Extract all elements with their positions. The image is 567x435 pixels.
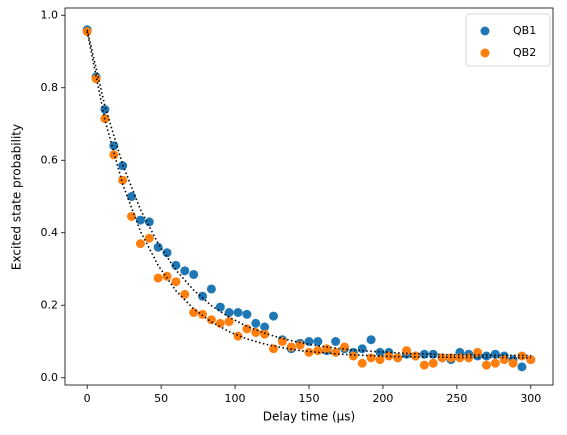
data-point (162, 271, 172, 281)
data-point (171, 277, 181, 287)
x-tick-label: 100 (225, 392, 246, 405)
data-point (153, 242, 163, 252)
y-tick-label: 1.0 (41, 8, 59, 21)
data-point (366, 353, 376, 363)
data-point (375, 355, 385, 365)
data-point (233, 308, 243, 317)
data-point (419, 360, 429, 370)
data-point (251, 327, 261, 337)
x-tick-label: 300 (520, 392, 541, 405)
data-point (304, 347, 314, 357)
x-axis-label: Delay time (µs) (263, 410, 355, 424)
data-point (153, 273, 163, 283)
data-point (180, 266, 190, 276)
y-tick-label: 0.6 (41, 153, 59, 166)
data-point (313, 346, 323, 356)
data-point (127, 192, 137, 201)
legend-box (465, 13, 551, 67)
legend-label: QB1 (513, 24, 536, 37)
data-point (322, 344, 332, 354)
data-point (171, 260, 181, 270)
data-point (464, 353, 474, 363)
y-tick-label: 0.0 (41, 371, 59, 384)
data-point (224, 308, 234, 317)
plot-frame (64, 7, 554, 386)
legend-marker (480, 48, 490, 58)
data-point (189, 308, 199, 317)
data-point (295, 340, 305, 350)
data-point (313, 337, 323, 346)
data-point (517, 362, 527, 372)
data-point (508, 358, 518, 368)
legend-marker (480, 26, 490, 36)
x-tick-label: 150 (299, 392, 320, 405)
data-point (144, 217, 154, 227)
data-point (251, 318, 261, 328)
data-point (304, 337, 314, 346)
data-point (109, 141, 119, 151)
data-point (260, 329, 270, 339)
data-point (402, 346, 412, 356)
data-point (357, 344, 367, 354)
data-point (127, 211, 137, 221)
data-point (499, 355, 509, 365)
data-point (384, 351, 394, 361)
y-tick-label: 0.8 (41, 81, 59, 94)
data-point (162, 248, 172, 258)
data-point (206, 315, 216, 325)
data-point (198, 291, 208, 301)
data-point (455, 353, 465, 363)
data-point (135, 215, 145, 225)
data-point (410, 351, 420, 361)
x-tick-label: 200 (372, 392, 393, 405)
data-point (481, 360, 491, 370)
x-tick-label: 0 (84, 392, 91, 405)
data-point (348, 351, 358, 361)
data-point (269, 344, 279, 354)
data-point (331, 337, 341, 346)
data-point (517, 351, 527, 361)
data-point (490, 349, 500, 359)
y-axis-label: Excited state probability (10, 124, 24, 270)
data-point (189, 269, 199, 279)
data-point (393, 353, 403, 363)
data-point (269, 311, 279, 321)
data-point (109, 150, 119, 160)
y-tick-label: 0.4 (41, 226, 59, 239)
data-point (215, 318, 225, 328)
data-point (224, 317, 234, 327)
data-point (242, 309, 252, 319)
data-point (118, 175, 128, 185)
data-point (206, 284, 216, 294)
data-point (357, 358, 367, 368)
legend-label: QB2 (513, 46, 536, 59)
x-tick-label: 50 (154, 392, 168, 405)
data-point (490, 358, 500, 368)
y-tick-label: 0.2 (41, 298, 59, 311)
x-tick-label: 250 (446, 392, 467, 405)
data-point (526, 355, 536, 365)
data-point (428, 358, 438, 368)
data-point (144, 233, 154, 243)
data-point (286, 342, 296, 352)
data-point (242, 324, 252, 334)
data-point (135, 239, 145, 249)
data-point (366, 335, 376, 345)
data-point (375, 347, 385, 357)
data-point (481, 351, 491, 361)
data-point (198, 309, 208, 319)
data-point (233, 331, 243, 341)
data-point (215, 302, 225, 312)
data-point (260, 322, 270, 332)
data-point (331, 347, 341, 357)
